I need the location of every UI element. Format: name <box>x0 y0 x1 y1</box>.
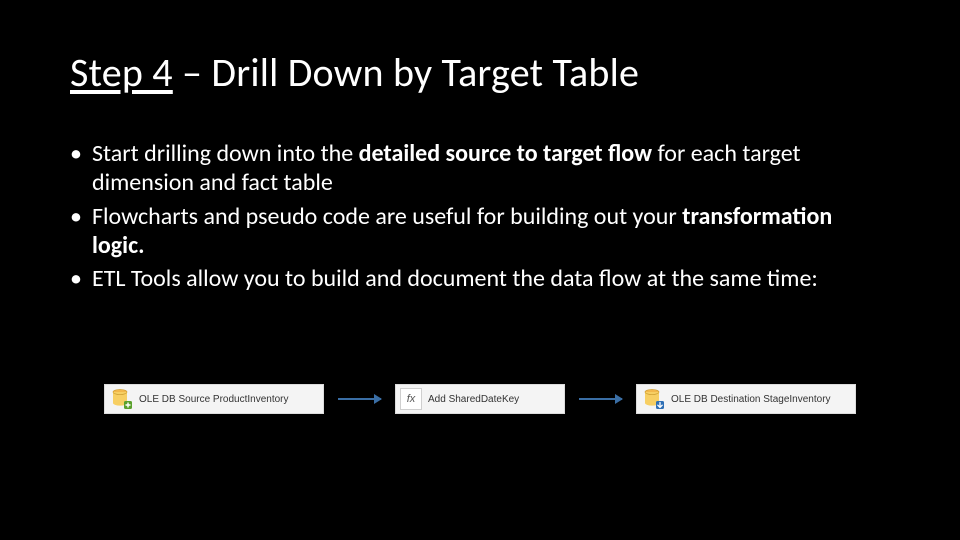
db-dest-icon <box>641 386 667 412</box>
bullet-bold: detailed source to target flow <box>359 139 652 168</box>
fx-label: fx <box>407 393 416 405</box>
title-step: Step 4 <box>70 48 173 97</box>
fx-icon: fx <box>400 388 422 410</box>
flow-transform-box: fx Add SharedDateKey <box>395 384 565 414</box>
bullet-item: • ETL Tools allow you to build and docum… <box>70 264 890 293</box>
bullet-item: • Flowcharts and pseudo code are useful … <box>70 202 890 261</box>
flow-arrow <box>579 398 622 400</box>
bullet-text: ETL Tools allow you to build and documen… <box>92 264 890 293</box>
slide-title: Step 4 – Drill Down by Target Table <box>70 48 890 97</box>
bullet-dot: • <box>70 139 92 198</box>
bullet-text: Flowcharts and pseudo code are useful fo… <box>92 202 890 261</box>
title-rest: – Drill Down by Target Table <box>173 48 639 97</box>
slide: Step 4 – Drill Down by Target Table • St… <box>0 0 960 540</box>
flow-arrow <box>338 398 381 400</box>
flow-target-label: OLE DB Destination StageInventory <box>671 394 831 405</box>
bullet-dot: • <box>70 264 92 293</box>
bullet-dot: • <box>70 202 92 261</box>
bullet-text: Start drilling down into the detailed so… <box>92 139 890 198</box>
bullet-pre: ETL Tools allow you to build and documen… <box>92 264 818 293</box>
flow-source-box: OLE DB Source ProductInventory <box>104 384 324 414</box>
bullet-pre: Start drilling down into the <box>92 139 359 168</box>
bullet-list: • Start drilling down into the detailed … <box>70 139 890 293</box>
bullet-item: • Start drilling down into the detailed … <box>70 139 890 198</box>
flow-transform-label: Add SharedDateKey <box>428 394 519 405</box>
db-source-icon <box>109 386 135 412</box>
flow-target-box: OLE DB Destination StageInventory <box>636 384 856 414</box>
etl-flow-diagram: OLE DB Source ProductInventory fx Add Sh… <box>104 376 856 422</box>
flow-source-label: OLE DB Source ProductInventory <box>139 394 289 405</box>
bullet-pre: Flowcharts and pseudo code are useful fo… <box>92 202 682 231</box>
